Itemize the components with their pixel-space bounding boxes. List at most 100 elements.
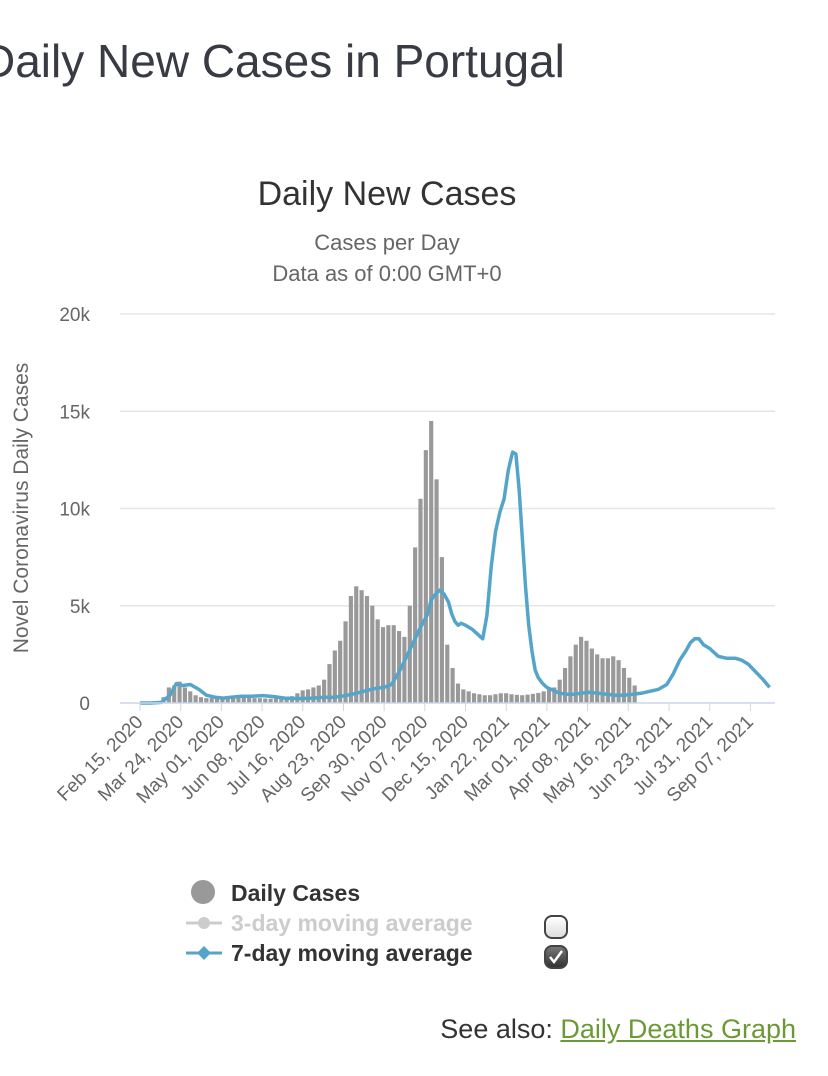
daily-cases-bar xyxy=(364,596,370,703)
daily-cases-bar xyxy=(579,636,584,703)
daily-cases-bar xyxy=(268,698,273,703)
daily-cases-bar xyxy=(322,679,327,703)
chart-subtitle-line-1: Cases per Day xyxy=(314,230,460,255)
daily-cases-bar xyxy=(514,694,519,703)
daily-cases-bar xyxy=(482,695,487,703)
daily-cases-bar xyxy=(546,689,552,703)
daily-cases-bar xyxy=(332,650,337,703)
toggle-3-day-average-checkbox[interactable] xyxy=(544,915,568,939)
daily-cases-bar xyxy=(423,450,428,703)
daily-cases-bar xyxy=(257,698,262,703)
daily-cases-bar xyxy=(247,697,252,703)
daily-cases-bar xyxy=(445,644,450,703)
daily-cases-bar xyxy=(252,698,257,703)
chart-title: Daily New Cases xyxy=(258,175,517,213)
legend-label-daily-cases: Daily Cases xyxy=(231,880,361,906)
daily-cases-bar xyxy=(204,698,209,703)
daily-deaths-graph-link[interactable]: Daily Deaths Graph xyxy=(560,1014,796,1044)
legend-label-3-day-average: 3-day moving average xyxy=(231,910,473,936)
daily-cases-bar xyxy=(402,636,407,703)
daily-cases-bar xyxy=(380,627,386,703)
y-tick-label: 5k xyxy=(70,597,91,618)
chart: Daily New Cases Cases per Day Data as of… xyxy=(10,175,775,808)
y-tick-label: 15k xyxy=(59,402,90,423)
daily-cases-bar xyxy=(375,619,380,703)
daily-cases-bar xyxy=(214,697,220,703)
daily-cases-bar xyxy=(600,658,605,703)
see-also-label: See also: xyxy=(440,1014,553,1044)
daily-cases-bar xyxy=(471,693,477,703)
toggle-7-day-average-checkbox[interactable] xyxy=(544,945,568,969)
daily-cases-bar xyxy=(354,586,359,703)
page-title: Daily New Cases in Portugal xyxy=(0,35,565,87)
legend-label-7-day-average: 7-day moving average xyxy=(231,940,473,966)
daily-cases-bar xyxy=(300,690,305,703)
daily-cases-bar xyxy=(198,697,204,703)
daily-cases-bar xyxy=(359,590,364,703)
daily-cases-bar xyxy=(396,631,402,703)
daily-cases-bar xyxy=(188,691,193,703)
daily-cases-bar xyxy=(305,689,311,703)
daily-cases-bar xyxy=(209,698,214,703)
seven-day-average-path xyxy=(140,450,771,705)
daily-cases-bar xyxy=(172,685,177,703)
daily-cases-bar xyxy=(182,687,187,703)
daily-cases-bar xyxy=(536,692,541,703)
daily-cases-bars xyxy=(156,420,637,703)
daily-cases-bar xyxy=(327,664,332,703)
daily-cases-bar xyxy=(530,693,536,703)
daily-cases-bar xyxy=(177,681,182,703)
daily-cases-bar xyxy=(621,667,627,703)
daily-cases-bar xyxy=(477,694,482,703)
daily-cases-bar xyxy=(263,698,268,703)
daily-cases-bar xyxy=(509,694,514,703)
checkmark-icon xyxy=(549,950,564,965)
daily-cases-bar xyxy=(455,683,461,703)
daily-cases-bar xyxy=(413,547,418,703)
daily-cases-bar xyxy=(611,656,616,703)
daily-cases-bar xyxy=(627,677,632,703)
daily-cases-bar xyxy=(225,697,230,703)
daily-cases-bar xyxy=(552,687,557,703)
daily-cases-bar xyxy=(504,693,509,703)
daily-cases-bar xyxy=(241,697,246,703)
see-also: See also: Daily Deaths Graph xyxy=(440,1014,796,1045)
daily-cases-bar xyxy=(584,640,589,703)
daily-cases-bar xyxy=(220,697,225,703)
y-axis-title: Novel Coronavirus Daily Cases xyxy=(10,363,33,654)
daily-cases-bar xyxy=(541,691,546,703)
daily-cases-bar xyxy=(343,621,348,703)
daily-cases-bar xyxy=(193,695,198,703)
y-tick-label: 20k xyxy=(59,305,90,326)
daily-cases-bar xyxy=(439,557,444,703)
daily-cases-bar xyxy=(520,695,525,703)
daily-cases-bar xyxy=(568,656,573,703)
daily-cases-bar xyxy=(311,687,316,703)
daily-cases-bar xyxy=(386,625,391,703)
daily-cases-bar xyxy=(573,644,578,703)
y-tick-label: 10k xyxy=(59,500,90,521)
daily-cases-bar xyxy=(236,696,241,703)
daily-cases-bar xyxy=(279,697,284,703)
daily-cases-bar xyxy=(605,658,610,703)
y-axis-ticks: 0 5k 10k 15k 20k xyxy=(59,305,90,715)
daily-cases-bar xyxy=(498,693,503,703)
legend-circle-icon xyxy=(191,880,215,904)
seven-day-average-line xyxy=(140,450,771,705)
daily-cases-bar xyxy=(595,654,600,703)
daily-cases-bar xyxy=(557,679,562,703)
y-tick-label: 0 xyxy=(79,694,90,715)
daily-cases-bar xyxy=(391,625,396,703)
daily-cases-bar xyxy=(418,498,423,703)
legend-line-icon xyxy=(186,917,222,929)
daily-cases-bar xyxy=(284,697,289,703)
chart-subtitle-line-2: Data as of 0:00 GMT+0 xyxy=(272,261,501,286)
legend-line-diamond-icon xyxy=(186,946,222,960)
daily-cases-bar xyxy=(525,694,530,703)
daily-cases-bar xyxy=(488,695,493,703)
daily-cases-bar xyxy=(562,667,568,703)
daily-cases-bar xyxy=(450,667,455,703)
daily-cases-bar xyxy=(616,660,621,703)
daily-cases-bar xyxy=(316,685,321,703)
